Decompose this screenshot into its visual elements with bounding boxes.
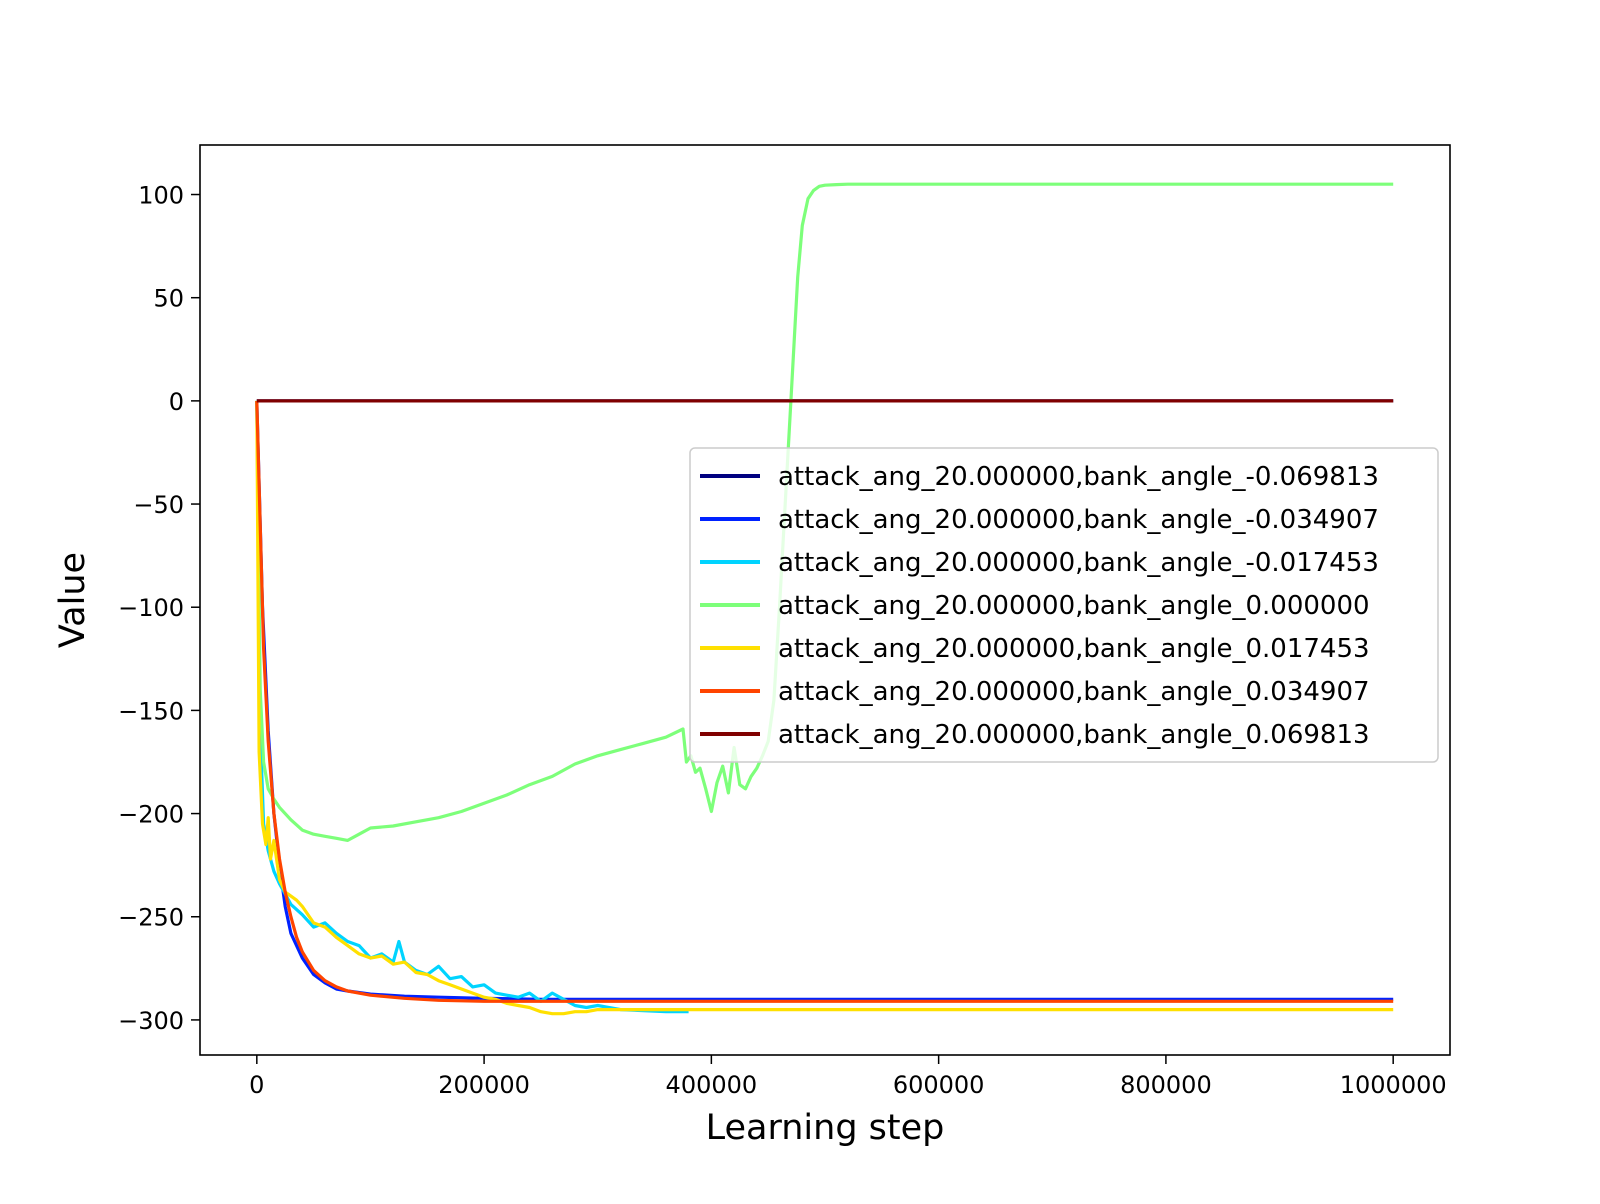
x-axis-title: Learning step bbox=[706, 1108, 945, 1148]
series-line-4 bbox=[255, 182, 1394, 843]
legend-label: attack_ang_20.000000,bank_angle_0.069813 bbox=[778, 720, 1370, 750]
y-tick-label: −50 bbox=[133, 491, 184, 519]
legend-label: attack_ang_20.000000,bank_angle_0.017453 bbox=[778, 634, 1370, 664]
plot-frame bbox=[199, 144, 1451, 1056]
legend-label: attack_ang_20.000000,bank_angle_0.000000 bbox=[778, 591, 1370, 621]
x-tick-label: 200000 bbox=[438, 1071, 530, 1099]
legend-label: attack_ang_20.000000,bank_angle_-0.03490… bbox=[778, 505, 1379, 535]
legend-box bbox=[689, 447, 1439, 763]
y-tick-label: 0 bbox=[169, 388, 184, 416]
x-tick-label: 800000 bbox=[1120, 1071, 1212, 1099]
y-tick-label: −150 bbox=[118, 697, 184, 725]
legend-label: attack_ang_20.000000,bank_angle_-0.01745… bbox=[778, 548, 1379, 578]
y-tick-label: −250 bbox=[118, 904, 184, 932]
series-layer bbox=[255, 182, 1394, 1016]
y-tick-label: −100 bbox=[118, 594, 184, 622]
legend-label: attack_ang_20.000000,bank_angle_-0.06981… bbox=[778, 462, 1379, 492]
legend: attack_ang_20.000000,bank_angle_-0.06981… bbox=[689, 447, 1439, 763]
x-tick-label: 0 bbox=[249, 1071, 264, 1099]
x-tick-label: 600000 bbox=[893, 1071, 985, 1099]
legend-label: attack_ang_20.000000,bank_angle_0.034907 bbox=[778, 677, 1370, 707]
series-line-6 bbox=[255, 400, 1394, 1003]
y-axis-title: Value bbox=[53, 552, 93, 648]
y-tick-label: −200 bbox=[118, 801, 184, 829]
x-tick-label: 1000000 bbox=[1340, 1071, 1447, 1099]
series-line-5 bbox=[255, 400, 1394, 1016]
y-tick-label: 50 bbox=[153, 285, 184, 313]
y-tick-label: −300 bbox=[118, 1007, 184, 1035]
series-line-3 bbox=[255, 400, 689, 1014]
ticks-layer: 0 200000 400000 600000 800000 1000000 100 50 0 −5… bbox=[118, 182, 1447, 1099]
y-tick-label: 100 bbox=[138, 182, 184, 210]
x-tick-label: 400000 bbox=[666, 1071, 758, 1099]
